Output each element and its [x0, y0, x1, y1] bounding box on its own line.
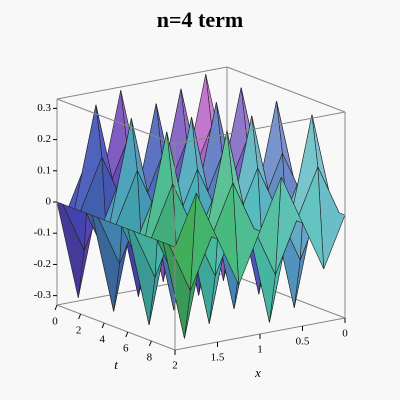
t-axis-label: t	[114, 357, 118, 372]
chart-title: n=4 term	[157, 7, 243, 32]
x-tick-label: 1.5	[211, 352, 225, 364]
z-tick-label: 0.2	[37, 133, 51, 145]
t-tick-label: 6	[123, 343, 129, 355]
box-edge	[174, 111, 346, 145]
t-tick-label: 0	[52, 316, 58, 328]
t-tick	[101, 322, 105, 329]
box-edge	[226, 272, 346, 319]
x-axis-label: x	[254, 365, 261, 380]
z-tick-label: -0.3	[34, 289, 52, 301]
x-tick-label: 0.5	[296, 336, 310, 348]
t-tick-label: 2	[76, 325, 82, 337]
x-tick-label: 0	[342, 328, 348, 340]
z-tick-label: 0	[46, 196, 52, 208]
z-tick-label: 0.3	[37, 102, 51, 114]
z-tick-label: -0.2	[34, 258, 51, 270]
x-tick-label: 2	[172, 360, 178, 372]
box-edge	[56, 98, 176, 145]
t-tick	[78, 313, 82, 320]
t-tick	[54, 304, 58, 311]
t-tick-label: 8	[147, 352, 153, 364]
z-tick-label: -0.1	[34, 227, 51, 239]
t-tick	[148, 340, 152, 347]
t-tick	[125, 331, 129, 338]
z-tick-label: 0.1	[37, 164, 51, 176]
x-tick-label: 1	[257, 344, 263, 356]
box-edge	[56, 66, 228, 100]
box-edge	[226, 66, 346, 113]
box-edge	[56, 304, 176, 351]
t-tick-label: 4	[99, 334, 105, 346]
